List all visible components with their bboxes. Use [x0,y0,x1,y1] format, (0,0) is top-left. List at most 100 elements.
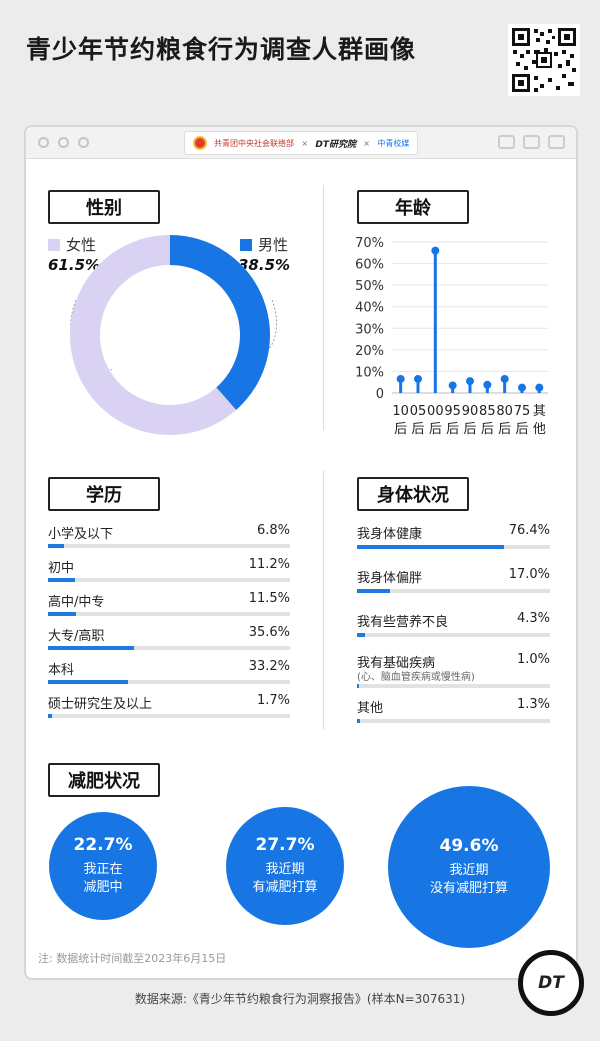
health-row-track [357,633,550,637]
education-row-track [48,714,290,718]
diet-text-line2: 减肥中 [83,880,123,895]
age-y-tick-label: 70% [355,236,384,251]
window-close-icon [38,137,49,148]
logo-separator: × [301,138,309,148]
education-row-track [48,578,290,582]
age-bar-point [535,383,544,392]
age-x-tick-label-top: 90 [462,404,479,419]
health-row-value: 76.4% [508,523,550,538]
age-y-tick-label: 40% [355,301,384,316]
age-x-tick-label-top: 10 [392,404,409,419]
health-row-label: 我有基础疾病 [357,656,436,671]
age-y-tick-label: 20% [355,344,384,359]
male-leader-line [249,299,278,363]
male-percentage: 38.5% [238,256,291,274]
education-row-value: 1.7% [256,693,290,708]
health-row-label: 我有些营养不良 [357,615,449,630]
diet-circle-no-plan: 49.6% 我近期 没有减肥打算 [388,786,550,948]
diet-text-line2: 有减肥打算 [252,880,318,895]
age-x-tick-label-bottom: 后 [446,422,459,437]
age-bar-point [448,381,457,390]
female-percentage: 61.5% [48,256,101,274]
age-bar-point [518,383,526,392]
age-y-tick-label: 50% [355,279,384,294]
health-row-value: 17.0% [508,567,550,582]
window-minimize-icon [58,137,69,148]
education-row-value: 33.2% [248,659,290,674]
male-swatch [240,238,252,251]
partner-logo-text: 中青校媒 [377,138,410,148]
health-row-value: 1.0% [516,652,550,667]
diet-text-line1: 我近期 [265,862,305,877]
education-row-bar [48,714,53,718]
age-x-tick-label-top: 其 [533,404,546,419]
diet-circle-dieting: 22.7% 我正在 减肥中 [49,812,157,920]
age-bar-point [396,374,405,383]
age-x-tick-label-bottom: 后 [515,422,528,437]
legend-male-label: 男性 [258,236,289,254]
folder-icon [548,135,565,149]
health-heading: 身体状况 [357,477,469,511]
diet-text-line1: 我正在 [83,862,123,877]
education-row-label: 小学及以下 [48,527,114,542]
age-x-tick-label-top: 05 [410,404,427,419]
dt-logo: DT [518,950,584,1016]
health-row-bar [357,719,360,723]
age-x-tick-label-bottom: 后 [411,422,424,437]
health-row-bar [357,684,359,688]
qr-code [508,24,580,96]
age-bar-point [500,374,509,383]
health-row-bar [357,589,390,593]
female-swatch [48,238,60,251]
divider-top [323,185,324,430]
age-bar-point [483,380,492,389]
education-row-label: 高中/中专 [48,595,105,610]
partner-logos: 共青团中央社会联络部 × DT研究院 × 中青校媒 [184,131,418,155]
page-title: 青少年节约粮食行为调查人群画像 [26,35,417,64]
gender-heading: 性别 [48,190,160,224]
legend-male: 男性 [240,234,288,255]
age-y-tick-label: 60% [355,258,384,273]
age-bar-point [414,374,422,383]
diet-heading: 减肥状况 [48,763,160,797]
age-x-tick-label-bottom: 后 [429,422,442,437]
donut-slice-male [170,235,270,411]
education-row-value: 6.8% [256,523,290,538]
age-y-tick-label: 30% [355,322,384,337]
age-x-tick-label-bottom: 后 [463,422,476,437]
diet-text-line1: 我近期 [449,863,489,878]
org-logo-text: 共青团中央社会联络部 [213,138,294,148]
health-row-track [357,589,550,593]
health-row-bar [357,633,366,637]
health-row-label: 其他 [357,701,384,716]
diet-pct: 49.6% [439,836,499,856]
health-row-track [357,684,550,688]
health-row-value: 1.3% [516,697,550,712]
education-row-track [48,544,290,548]
education-row-bar [48,612,76,616]
education-row-label: 初中 [48,561,75,576]
gender-donut-chart [69,235,278,435]
age-y-tick-label: 10% [355,365,384,380]
dt-logo-text: DT研究院 [315,139,356,150]
health-row-track [357,545,550,549]
education-heading: 学历 [48,477,160,511]
education-row-bar [48,578,76,582]
health-row-bar [357,545,505,549]
age-x-tick-label-bottom: 后 [481,422,494,437]
qr-code-icon [510,26,578,94]
age-x-tick-label-top: 75 [514,404,531,419]
legend-female-label: 女性 [66,236,97,254]
age-x-tick-label-top: 95 [444,404,461,419]
chat-icon [498,135,515,149]
age-bar-point [466,377,474,386]
window-maximize-icon [78,137,89,148]
data-source: 数据来源:《青少年节约粮食行为洞察报告》(样本N=307631) [134,992,466,1006]
health-row-label: 我身体偏胖 [357,571,423,586]
education-row-value: 35.6% [248,625,290,640]
age-x-tick-label-bottom: 后 [498,422,511,437]
education-row-track [48,612,290,616]
emblem-icon [192,136,207,150]
legend-female: 女性 [48,234,96,255]
